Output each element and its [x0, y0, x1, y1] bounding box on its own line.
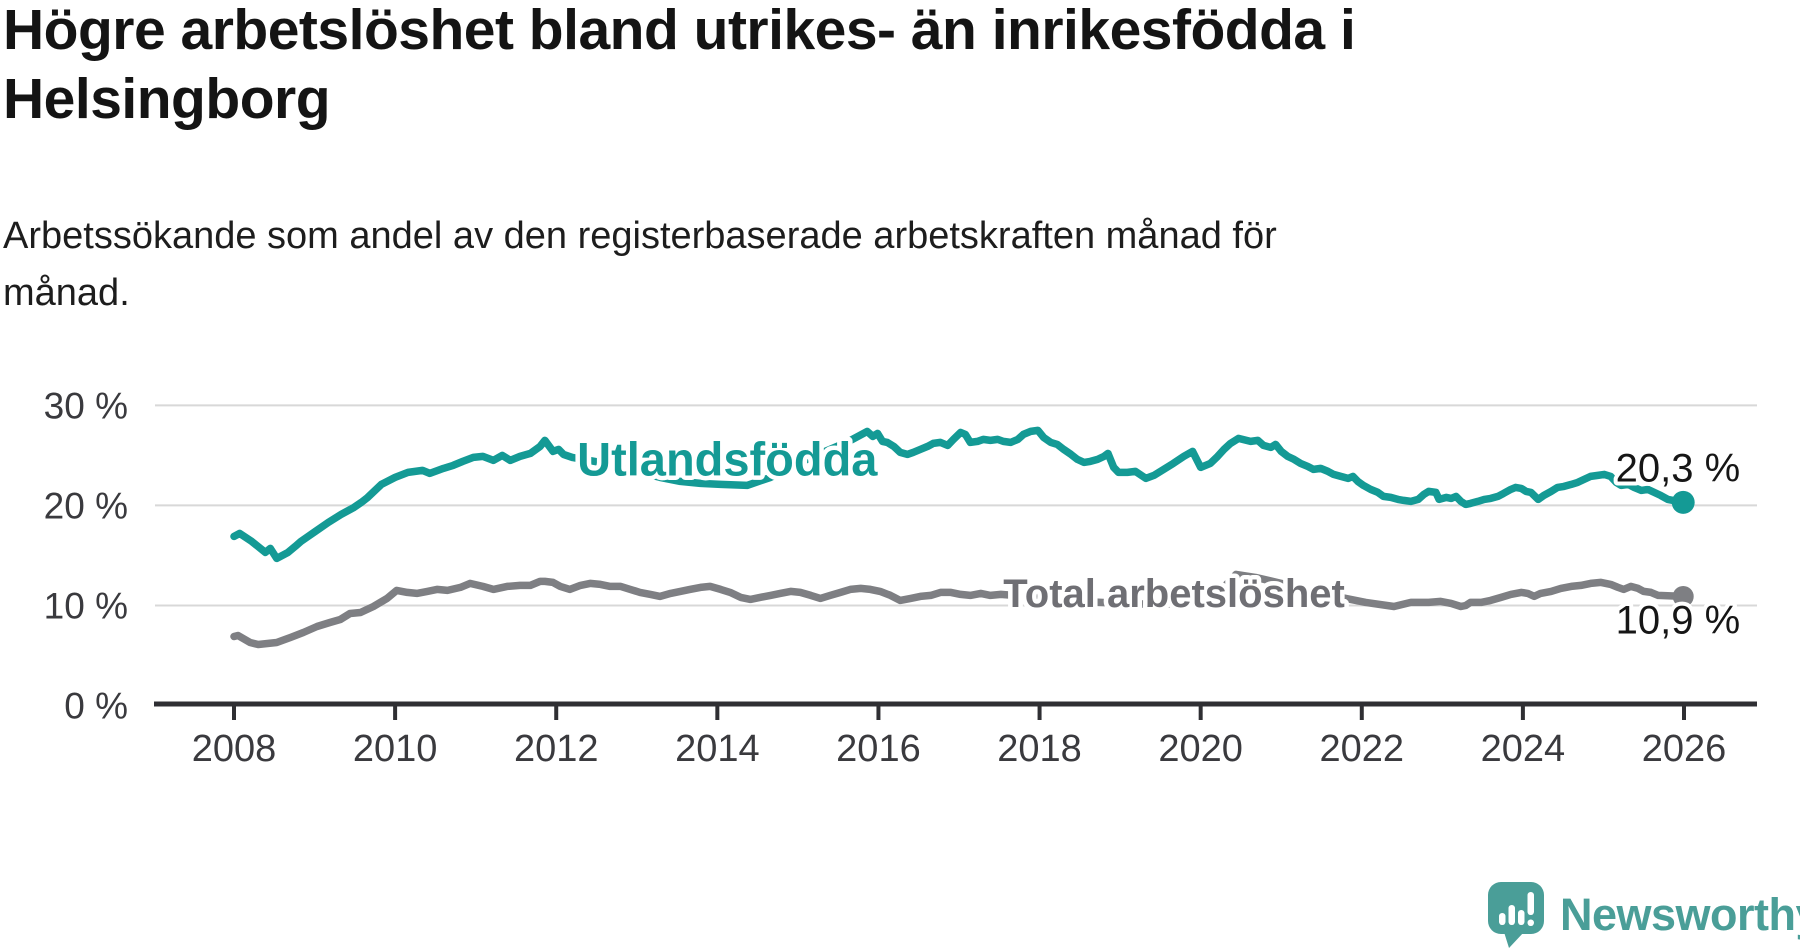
chart-title: Högre arbetslöshet bland utrikes- än inr…	[3, 0, 1723, 134]
gridlines	[155, 404, 1757, 607]
y-tick-label-10: 10 %	[44, 585, 128, 626]
x-tick-label-2016: 2016	[836, 728, 921, 770]
chart-title-line2: Helsingborg	[3, 67, 331, 131]
x-tick-label-2008: 2008	[192, 728, 277, 770]
newsworthy-logo: Newsworthy	[1488, 882, 1800, 948]
x-tick-label-2022: 2022	[1320, 728, 1405, 770]
y-tick-label-20: 20 %	[44, 485, 128, 526]
newsworthy-wordmark: Newsworthy	[1560, 889, 1800, 940]
series-label-total-arbetsloshet: Total arbetslöshet	[1003, 572, 1345, 616]
x-tick-label-2014: 2014	[675, 728, 760, 770]
end-value-utlandsfodda: 20,3 %	[1616, 446, 1741, 490]
x-tick-label-2018: 2018	[997, 728, 1082, 770]
series-line-utlandsfodda	[230, 426, 1687, 563]
y-tick-label-0: 0 %	[64, 686, 128, 727]
x-tick-label-2010: 2010	[353, 728, 438, 770]
end-value-total-arbetsloshet: 10,9 %	[1616, 598, 1741, 642]
chart-subtitle-line2: månad.	[3, 272, 130, 314]
end-dot-utlandsfodda	[1671, 490, 1695, 514]
chart-title-line1: Högre arbetslöshet bland utrikes- än inr…	[3, 0, 1356, 62]
x-tick-label-2020: 2020	[1158, 728, 1243, 770]
chart-subtitle-line1: Arbetssökande som andel av den registerb…	[3, 215, 1277, 257]
x-tick-label-2026: 2026	[1642, 728, 1727, 770]
series-label-utlandsfodda: Utlandsfödda	[577, 432, 878, 485]
end-dots	[1671, 490, 1695, 607]
y-tick-label-30: 30 %	[44, 385, 128, 426]
x-tick-label-2012: 2012	[514, 728, 599, 770]
bar-chart-speech-bubble-icon	[1488, 882, 1544, 948]
y-axis-labels: 0 % 10 % 20 % 30 %	[44, 385, 128, 726]
chart-subtitle: Arbetssökande som andel av den registerb…	[3, 208, 1503, 322]
end-dot-total-arbetsloshet	[1672, 585, 1694, 607]
x-tick-label-2024: 2024	[1481, 728, 1566, 770]
series-lines	[230, 426, 1687, 649]
x-axis: 2008 2010 2012 2014 2016 2018 2020 2022 2024 2026	[154, 701, 1757, 770]
series-line-total-arbetsloshet	[230, 570, 1687, 649]
